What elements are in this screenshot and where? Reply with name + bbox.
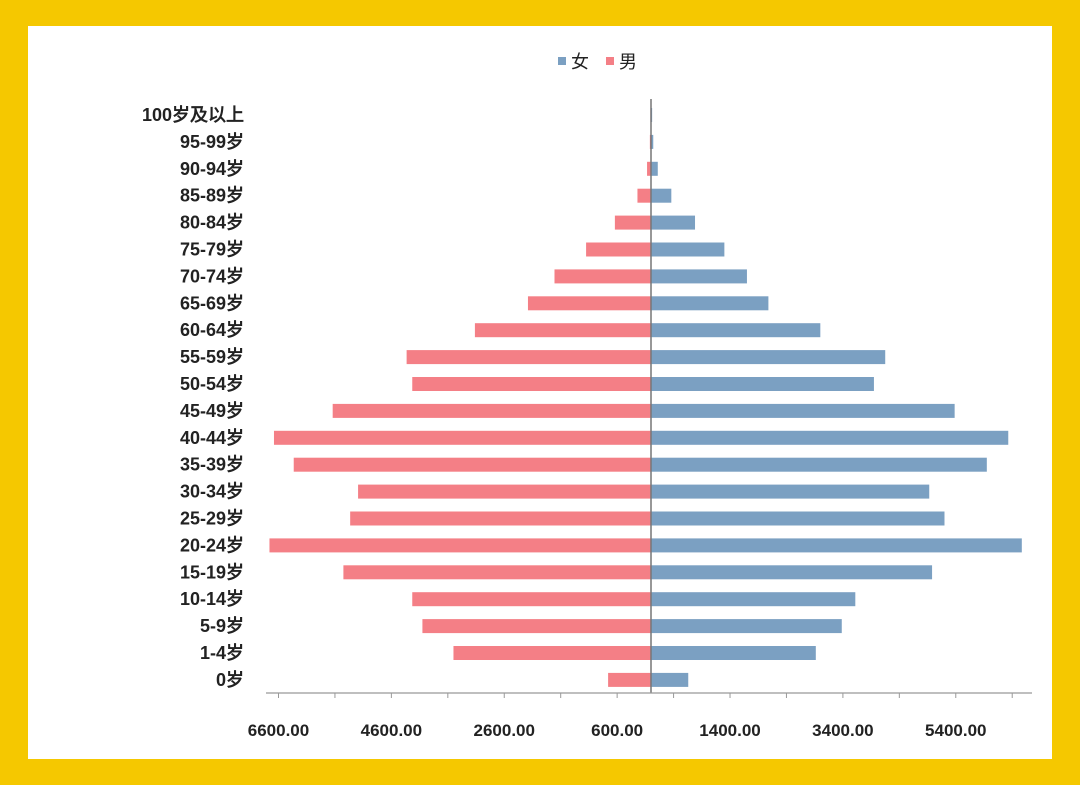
bar-female-3 (651, 188, 672, 203)
x-tick-label-3: 600.00 (591, 721, 643, 740)
x-tick-label-6: 5400.00 (925, 721, 986, 740)
legend-swatch-0 (558, 57, 566, 65)
bar-male-10 (412, 377, 651, 391)
bar-female-2 (651, 161, 658, 176)
category-label-0: 100岁及以上 (142, 104, 244, 125)
legend-label-1: 男 (619, 52, 637, 72)
bar-female-17 (651, 565, 933, 580)
category-label-11: 45-49岁 (180, 400, 244, 421)
category-label-21: 0岁 (216, 669, 244, 690)
bar-male-21 (608, 672, 651, 687)
bar-female-20 (651, 646, 816, 660)
category-label-15: 25-29岁 (180, 508, 244, 529)
category-label-1: 95-99岁 (180, 131, 244, 152)
bar-male-19 (422, 619, 651, 634)
bar-male-17 (343, 565, 651, 580)
population-pyramid-chart: 女男 100岁及以上95-99岁90-94岁85-89岁80-84岁75-79岁… (142, 52, 1032, 740)
bar-male-7 (527, 296, 651, 311)
bar-female-10 (651, 377, 874, 391)
category-label-10: 50-54岁 (180, 373, 244, 394)
bar-male-11 (332, 403, 651, 418)
bar-female-13 (651, 457, 987, 472)
x-tick-label-1: 4600.00 (361, 721, 422, 740)
legend-label-0: 女 (571, 52, 589, 72)
bar-male-12 (273, 430, 651, 445)
bar-male-6 (554, 269, 651, 284)
category-label-18: 10-14岁 (180, 588, 244, 609)
category-label-7: 65-69岁 (180, 292, 244, 313)
bar-male-3 (637, 188, 651, 203)
bar-male-5 (586, 242, 651, 257)
bars (269, 108, 1022, 687)
bar-female-1 (651, 134, 654, 149)
bar-male-8 (474, 323, 651, 338)
category-label-6: 70-74岁 (180, 265, 244, 286)
category-label-17: 15-19岁 (180, 561, 244, 582)
bar-male-2 (647, 161, 651, 176)
category-label-4: 80-84岁 (180, 212, 244, 233)
bar-female-9 (651, 350, 886, 365)
x-tick-label-2: 2600.00 (474, 721, 535, 740)
category-label-9: 55-59岁 (180, 346, 244, 367)
x-tick-label-5: 3400.00 (812, 721, 873, 740)
chart-frame: 女男 100岁及以上 95-99岁 90-94岁 85-89岁 80-84岁 75-79岁… (28, 26, 1052, 759)
category-label-13: 35-39岁 (180, 454, 244, 475)
bar-female-16 (651, 538, 1022, 553)
category-label-20: 1-4岁 (200, 642, 244, 663)
category-label-5: 75-79岁 (180, 239, 244, 260)
category-label-16: 20-24岁 (180, 534, 244, 555)
category-label-12: 40-44岁 (180, 427, 244, 448)
x-tick-label-4: 1400.00 (699, 721, 760, 740)
x-tick-label-0: 6600.00 (248, 721, 309, 740)
bar-male-4 (614, 215, 651, 230)
bar-female-21 (651, 672, 689, 687)
bar-female-18 (651, 592, 856, 607)
bar-male-13 (293, 457, 651, 472)
bar-male-18 (412, 592, 651, 607)
category-label-14: 30-34岁 (180, 481, 244, 502)
x-axis: 6600.00 4600.00 2600.00 600.00 1400.00 3400.0… (248, 99, 1032, 740)
bar-male-20 (453, 646, 651, 660)
bar-female-19 (651, 619, 842, 634)
bar-female-15 (651, 511, 945, 526)
bar-female-7 (651, 296, 769, 311)
bar-female-8 (651, 323, 821, 338)
bar-female-4 (651, 215, 696, 230)
category-labels: 100岁及以上 95-99岁 90-94岁 85-89岁 80-84岁 75-79岁 70-… (142, 104, 244, 690)
bar-male-16 (269, 538, 651, 553)
category-label-3: 85-89岁 (180, 185, 244, 206)
bar-male-9 (406, 350, 651, 365)
bar-female-11 (651, 403, 955, 418)
bar-female-5 (651, 242, 725, 257)
bar-male-14 (358, 484, 651, 499)
bar-female-14 (651, 484, 930, 499)
bar-female-12 (651, 430, 1009, 445)
category-label-8: 60-64岁 (180, 319, 244, 340)
category-label-19: 5-9岁 (200, 615, 244, 636)
legend-swatch-1 (606, 57, 614, 65)
category-label-2: 90-94岁 (180, 158, 244, 179)
legend: 女男 (558, 52, 637, 72)
bar-male-15 (350, 511, 651, 526)
bar-female-6 (651, 269, 747, 284)
